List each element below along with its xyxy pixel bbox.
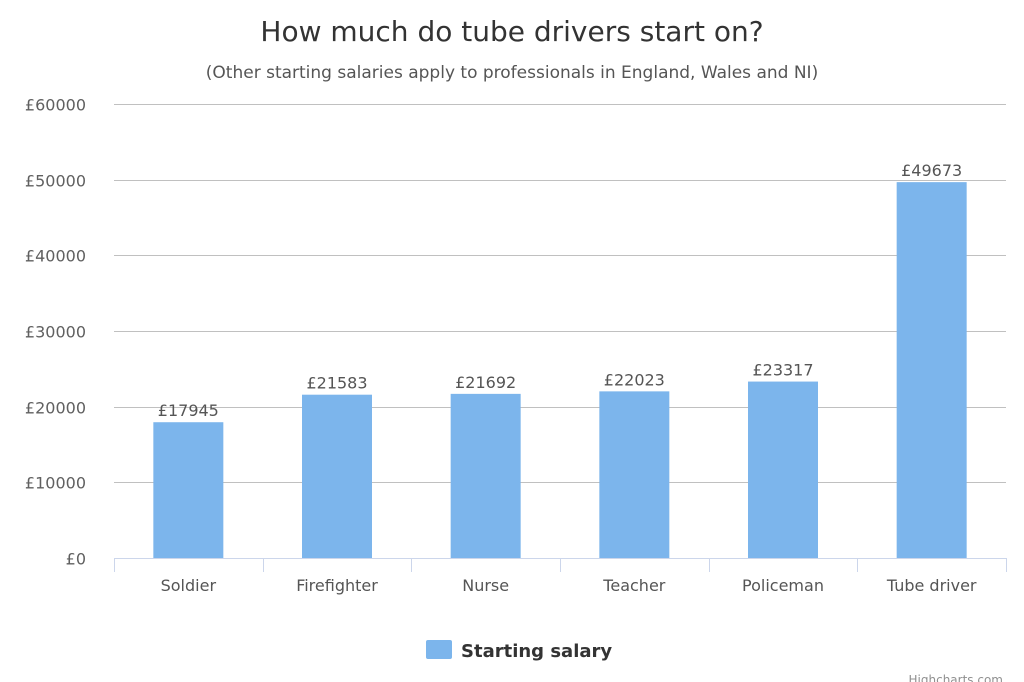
y-tick-label: £60000: [25, 96, 86, 115]
credits-link[interactable]: Highcharts.com: [909, 673, 1003, 682]
bar[interactable]: [153, 422, 224, 558]
data-label: £21692: [455, 373, 516, 392]
y-tick-label: £30000: [25, 323, 86, 342]
x-tick-label: Teacher: [602, 576, 665, 595]
x-axis-labels: Soldier Firefighter Nurse Teacher Policeman T…: [161, 576, 977, 595]
bar[interactable]: [450, 393, 521, 558]
legend-swatch[interactable]: [426, 640, 452, 659]
legend-label[interactable]: Starting salary: [461, 641, 612, 662]
bar[interactable]: [599, 391, 670, 558]
y-tick-label: £50000: [25, 172, 86, 191]
y-tick-label: £20000: [25, 399, 86, 418]
y-tick-label: £10000: [25, 474, 86, 493]
x-axis: [114, 558, 1007, 572]
x-tick-label: Policeman: [742, 576, 824, 595]
chart-subtitle: (Other starting salaries apply to profes…: [206, 63, 818, 83]
legend[interactable]: Starting salary: [426, 640, 612, 662]
chart-title: How much do tube drivers start on?: [260, 15, 763, 48]
bar[interactable]: [302, 394, 372, 558]
data-label: £23317: [752, 361, 813, 380]
bars: [153, 182, 967, 558]
data-label: £21583: [306, 374, 367, 393]
y-tick-label: £0: [66, 550, 86, 569]
x-tick-label: Nurse: [462, 576, 509, 595]
bar[interactable]: [896, 182, 967, 558]
data-label: £49673: [901, 161, 962, 180]
data-label: £17945: [158, 401, 219, 420]
bar[interactable]: [748, 381, 818, 558]
data-labels: £17945 £21583 £21692 £22023 £23317 £49673: [158, 161, 962, 420]
grid-lines: [114, 104, 1006, 483]
x-tick-label: Soldier: [161, 576, 217, 595]
x-tick-label: Firefighter: [296, 576, 378, 595]
x-tick-label: Tube driver: [886, 576, 977, 595]
y-tick-label: £40000: [25, 247, 86, 266]
y-axis-labels: £0 £10000 £20000 £30000 £40000 £50000 £60000: [25, 96, 86, 569]
data-label: £22023: [604, 370, 665, 389]
